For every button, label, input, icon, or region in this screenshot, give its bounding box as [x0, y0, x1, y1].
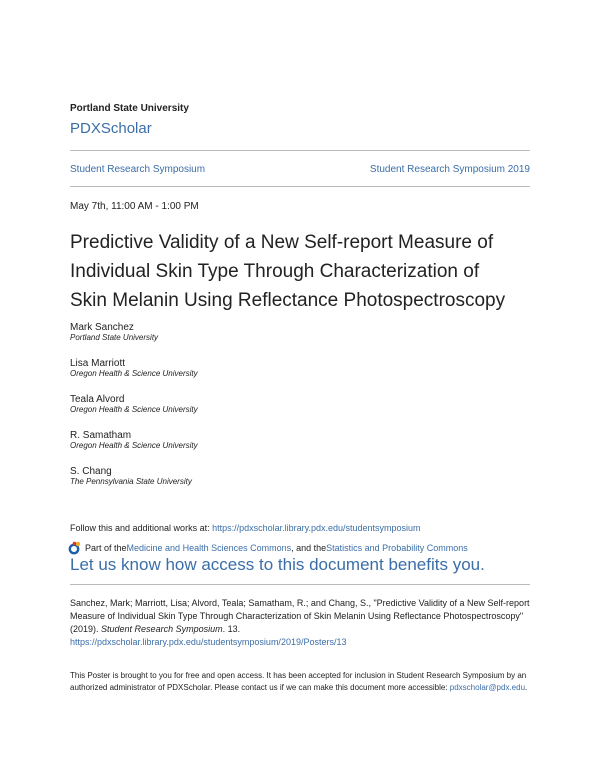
- title-line: Skin Melanin Using Reflectance Photospec…: [70, 290, 506, 311]
- title-line: Individual Skin Type Through Characteriz…: [70, 261, 480, 282]
- bepress-commons-icon: [68, 541, 81, 555]
- divider: [70, 584, 530, 585]
- author-name: Lisa Marriott: [70, 358, 126, 369]
- symposium-url-link[interactable]: https://pdxscholar.library.pdx.edu/stude…: [212, 523, 421, 533]
- citation-url-link[interactable]: https://pdxscholar.library.pdx.edu/stude…: [70, 637, 347, 647]
- author-affiliation: Oregon Health & Science University: [70, 441, 198, 450]
- title-line: Predictive Validity of a New Self-report…: [70, 232, 494, 253]
- event-date: May 7th, 11:00 AM - 1:00 PM: [70, 201, 199, 212]
- author-entry: Teala Alvord Oregon Health & Science Univ…: [70, 394, 198, 430]
- document-title: Predictive Validity of a New Self-report…: [70, 228, 550, 315]
- author-name: Mark Sanchez: [70, 322, 134, 333]
- access-notice: This Poster is brought to you for free a…: [70, 670, 530, 694]
- author-affiliation: Oregon Health & Science University: [70, 369, 198, 378]
- author-name: R. Samatham: [70, 430, 132, 441]
- breadcrumb-symposium-link[interactable]: Student Research Symposium: [70, 164, 206, 175]
- notice-end: .: [525, 683, 528, 692]
- follow-text: Follow this and additional works at:: [70, 523, 213, 533]
- notice-text: This Poster is brought to you for free a…: [70, 671, 527, 692]
- part-of-text: Part of the: [85, 542, 127, 553]
- medicine-commons-link[interactable]: Medicine and Health Sciences Commons: [126, 542, 292, 553]
- pdxscholar-link[interactable]: PDXScholar: [70, 120, 152, 137]
- author-name: Teala Alvord: [70, 394, 125, 405]
- statistics-commons-link[interactable]: Statistics and Probability Commons: [326, 542, 468, 553]
- author-affiliation: Portland State University: [70, 333, 159, 342]
- citation-journal: Student Research Symposium: [101, 624, 223, 634]
- divider: [70, 186, 530, 187]
- author-name: S. Chang: [70, 466, 112, 477]
- citation-text: Sanchez, Mark; Marriott, Lisa; Alvord, T…: [70, 598, 530, 634]
- email-link[interactable]: pdxscholar@pdx.edu: [449, 683, 526, 692]
- author-entry: Lisa Marriott Oregon Health & Science Uni…: [70, 358, 198, 394]
- author-affiliation: The Pennsylvania State University: [70, 477, 192, 486]
- author-entry: R. Samatham Oregon Health & Science Unive…: [70, 430, 198, 466]
- author-affiliation: Oregon Health & Science University: [70, 405, 198, 414]
- breadcrumb-symposium-2019-link[interactable]: Student Research Symposium 2019: [369, 164, 530, 175]
- citation: Sanchez, Mark; Marriott, Lisa; Alvord, T…: [70, 597, 530, 649]
- author-entry: Mark Sanchez Portland State University: [70, 322, 198, 358]
- follow-line: Follow this and additional works at: htt…: [70, 522, 421, 535]
- citation-number: . 13.: [222, 624, 241, 634]
- benefits-feedback-link[interactable]: Let us know how access to this document …: [70, 555, 485, 574]
- institution-name: Portland State University: [70, 103, 189, 114]
- author-entry: S. Chang The Pennsylvania State Universit…: [70, 466, 198, 502]
- author-list: Mark Sanchez Portland State University Li…: [70, 322, 198, 502]
- divider: [70, 150, 530, 151]
- and-text: , and the: [291, 542, 327, 553]
- commons-line: Part of the Medicine and Health Sciences…: [68, 541, 468, 555]
